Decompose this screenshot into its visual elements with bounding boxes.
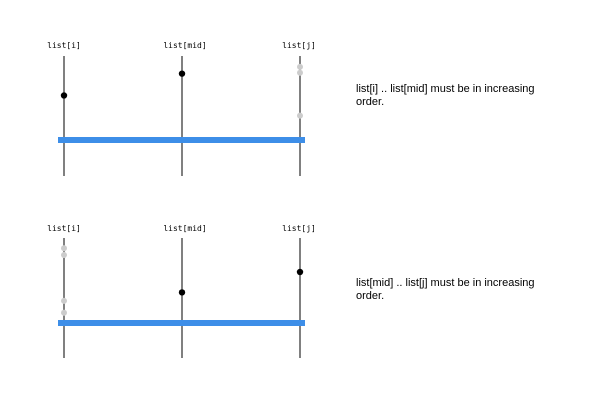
inactive-point-3 [61,309,67,316]
range-bar [58,320,305,326]
panel-right-half-check: list[i] list[mid] list[j] [47,224,316,358]
column-label-1: list[mid] [163,41,206,50]
panel-left-half-check: list[i] list[mid] list[j] [47,41,316,176]
column-label-2: list[j] [282,224,316,233]
column-label-0: list[i] [47,41,81,50]
active-point-4 [178,289,186,296]
active-point-1 [178,70,186,77]
inactive-point-4 [297,112,303,119]
column-label-2: list[j] [282,41,316,50]
active-point-0 [60,92,68,99]
column-label-1: list[mid] [163,224,206,233]
inactive-point-0 [61,245,67,252]
range-bar [58,137,305,143]
caption-left-half: list[i] .. list[mid] must be in increasi… [356,83,535,108]
active-point-5 [296,268,304,276]
caption-right-half: list[mid] .. list[j] must be in increasi… [356,277,535,302]
inactive-point-2 [61,297,67,304]
inactive-point-2 [297,63,303,70]
column-label-0: list[i] [47,224,81,233]
inactive-point-3 [297,69,303,76]
inactive-point-1 [61,252,67,258]
